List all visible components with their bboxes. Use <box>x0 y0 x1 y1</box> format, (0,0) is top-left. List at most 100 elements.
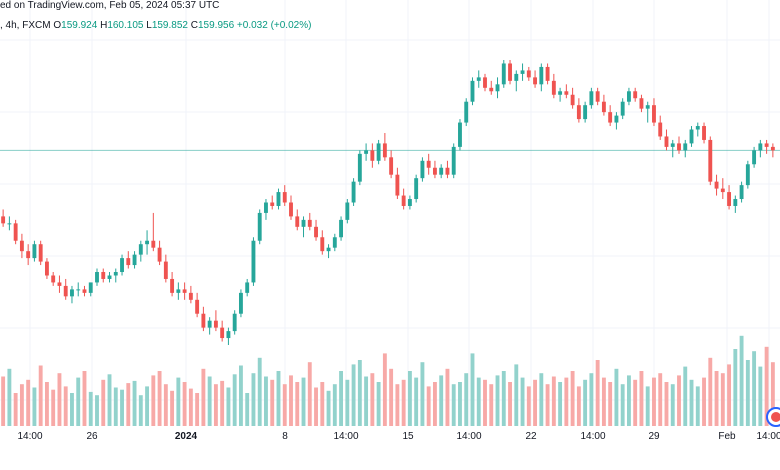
x-tick-label: 14:00 <box>333 431 359 442</box>
candle-body <box>1 216 6 224</box>
candle-body <box>264 202 268 213</box>
volume-bar <box>464 373 469 426</box>
candle-body <box>626 91 631 102</box>
volume-bar <box>289 375 293 426</box>
open-value: 159.924 <box>61 20 98 31</box>
volume-bar <box>188 388 193 426</box>
volume-bar <box>245 393 250 426</box>
volume-bar <box>720 373 725 426</box>
volume-bar <box>733 349 738 426</box>
volume-bar <box>201 368 206 426</box>
candle-body <box>7 223 12 225</box>
symbol-info: , 4h, FXCM <box>0 20 51 31</box>
volume-bar <box>633 379 638 426</box>
candle-body <box>326 247 331 252</box>
volume-bar <box>583 379 588 426</box>
candle-body <box>32 244 37 259</box>
open-label: O <box>53 20 62 31</box>
volume-bar <box>533 379 538 426</box>
volume-bar <box>520 377 525 426</box>
candle-body <box>113 272 118 276</box>
volume-bar <box>238 365 243 426</box>
candle-body <box>639 98 644 109</box>
volume-bar <box>702 377 706 426</box>
volume-bar <box>677 375 681 426</box>
volume-bar <box>445 368 450 426</box>
volume-bar <box>739 335 744 426</box>
candle-body <box>614 115 619 123</box>
candle-body <box>608 112 613 123</box>
candle-body <box>458 122 462 147</box>
volume-bar <box>652 377 656 426</box>
candle-body <box>364 150 369 154</box>
candle-body <box>382 143 387 158</box>
candle-body <box>432 167 437 175</box>
candle-body <box>739 185 744 200</box>
volume-bar <box>401 379 406 426</box>
candle-body <box>301 219 306 227</box>
volume-bar <box>251 373 256 426</box>
volume-bar <box>176 377 181 426</box>
candle-body <box>370 150 375 161</box>
candle-body <box>13 223 18 241</box>
candle-body <box>182 289 187 293</box>
candle-body <box>176 289 181 293</box>
volume-bar <box>501 371 506 426</box>
tradingview-logo-icon[interactable] <box>766 407 780 427</box>
candle-body <box>357 153 362 182</box>
candle-body <box>270 202 275 206</box>
volume-bar <box>558 382 563 426</box>
volume-bar <box>57 373 62 426</box>
candle-body <box>520 70 525 74</box>
candle-body <box>770 146 775 151</box>
x-tick-label: 14:00 <box>756 431 780 442</box>
candle-body <box>426 160 431 168</box>
candle-body <box>620 101 625 116</box>
candle-body <box>439 167 444 175</box>
candle-body <box>445 167 450 175</box>
volume-bar <box>26 379 31 426</box>
volume-bar <box>764 346 769 426</box>
volume-bar <box>19 384 24 426</box>
volume-bar <box>658 373 663 426</box>
volume-bar <box>107 374 112 426</box>
x-tick-label: Feb <box>718 431 736 442</box>
volume-bar <box>489 384 494 426</box>
volume-bar <box>301 377 306 426</box>
volume-bar <box>576 386 581 426</box>
volume-bar <box>414 377 419 426</box>
volume-bar <box>132 380 137 426</box>
candle-body <box>658 122 663 137</box>
candle-body <box>126 258 131 266</box>
close-value: 159.956 <box>197 20 235 31</box>
candle-body <box>401 195 406 206</box>
candle-body <box>220 327 225 339</box>
volume-bar <box>38 365 43 426</box>
x-tick-label: 26 <box>86 431 98 442</box>
volume-bar <box>420 362 425 426</box>
close-label: C <box>190 20 198 31</box>
volume-bar <box>76 377 81 426</box>
volume-bar <box>476 377 481 426</box>
x-tick-label: 14:00 <box>17 431 43 442</box>
candle-body <box>163 261 168 279</box>
volume-bar <box>714 371 719 426</box>
volume-bar <box>82 371 87 426</box>
candle-body <box>226 331 231 339</box>
x-tick-label: 8 <box>282 431 288 442</box>
candle-body <box>151 240 156 248</box>
volume-bar <box>370 373 375 426</box>
candle-body <box>19 240 24 252</box>
volume-bar <box>276 371 281 426</box>
volume-bar <box>88 391 93 426</box>
x-tick-label: 14:00 <box>456 431 482 442</box>
candle-body <box>601 101 606 113</box>
volume-bar <box>264 376 268 426</box>
candle-body <box>251 240 256 283</box>
volume-bar <box>138 395 143 426</box>
volume-bar <box>326 390 331 426</box>
candle-body <box>633 91 638 99</box>
volume-bar <box>345 379 350 426</box>
candle-body <box>470 80 475 102</box>
candle-body <box>570 94 575 106</box>
